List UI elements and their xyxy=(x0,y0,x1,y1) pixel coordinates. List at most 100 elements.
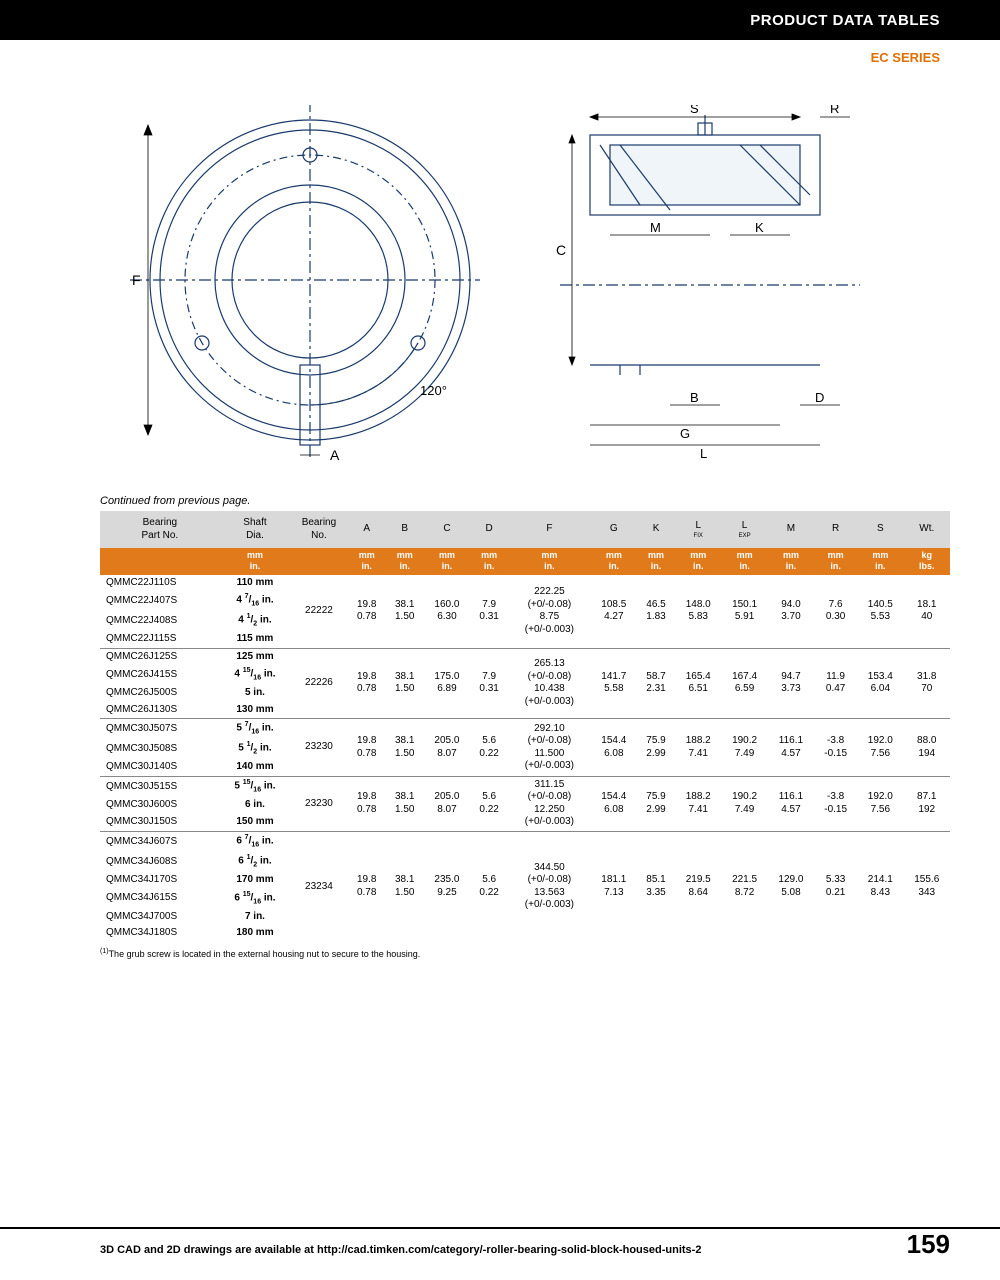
col-header: BearingPart No. xyxy=(100,511,220,548)
cell-shaft: 6 1/2 in. xyxy=(220,852,290,872)
unit-header: mmin. xyxy=(424,548,470,575)
cell-dim: 188.27.41 xyxy=(675,776,721,831)
cell-partno: QMMC26J130S xyxy=(100,702,220,719)
cell-shaft: 4 7/16 in. xyxy=(220,591,290,611)
unit-header: mmin. xyxy=(857,548,903,575)
cell-dim: 129.05.08 xyxy=(768,831,814,941)
cell-shaft: 6 15/16 in. xyxy=(220,889,290,909)
cell-dim: 38.11.50 xyxy=(386,575,424,649)
col-header: A xyxy=(348,511,386,548)
label-angle: 120° xyxy=(420,383,447,398)
col-header: R xyxy=(814,511,857,548)
unit-header xyxy=(290,548,347,575)
label-K: K xyxy=(755,220,764,235)
label-B: B xyxy=(690,390,699,405)
footnote: (1)The grub screw is located in the exte… xyxy=(0,942,1000,959)
cell-partno: QMMC34J608S xyxy=(100,852,220,872)
diagram-row: F A 120° xyxy=(0,105,1000,465)
cell-shaft: 6 7/16 in. xyxy=(220,831,290,852)
cell-dim: 75.92.99 xyxy=(637,719,675,777)
cell-shaft: 180 mm xyxy=(220,925,290,942)
cell-dim: 58.72.31 xyxy=(637,648,675,719)
cell-dim: 190.27.49 xyxy=(721,776,767,831)
col-header: C xyxy=(424,511,470,548)
cell-dim: 235.09.25 xyxy=(424,831,470,941)
cell-dim: 153.46.04 xyxy=(857,648,903,719)
cell-shaft: 5 in. xyxy=(220,685,290,702)
label-F: F xyxy=(132,272,141,288)
cell-shaft: 6 in. xyxy=(220,797,290,814)
label-S: S xyxy=(690,105,699,116)
cell-dim: 116.14.57 xyxy=(768,719,814,777)
cell-dim: 188.27.41 xyxy=(675,719,721,777)
cell-dim: 5.60.22 xyxy=(470,831,508,941)
cell-shaft: 110 mm xyxy=(220,575,290,592)
unit-header: mmin. xyxy=(637,548,675,575)
cell-dim: 140.55.53 xyxy=(857,575,903,649)
unit-header: mmin. xyxy=(508,548,590,575)
cell-dim: 292.10(+0/-0.08)11.500(+0/-0.003) xyxy=(508,719,590,777)
cell-shaft: 140 mm xyxy=(220,759,290,776)
page-number: 159 xyxy=(907,1229,950,1260)
diagram-front: F A 120° xyxy=(120,105,480,465)
table-row: QMMC26J125S125 mm2222619.80.7838.11.5017… xyxy=(100,648,950,665)
table-row: QMMC30J507S5 7/16 in.2323019.80.7838.11.… xyxy=(100,719,950,740)
label-C: C xyxy=(556,242,566,258)
cell-partno: QMMC34J607S xyxy=(100,831,220,852)
cell-dim: 85.13.35 xyxy=(637,831,675,941)
label-L: L xyxy=(700,446,707,461)
cell-partno: QMMC34J170S xyxy=(100,872,220,889)
cell-shaft: 5 7/16 in. xyxy=(220,719,290,740)
cell-dim: 311.15(+0/-0.08)12.250(+0/-0.003) xyxy=(508,776,590,831)
col-header: S xyxy=(857,511,903,548)
label-D: D xyxy=(815,390,824,405)
diagram-section: S R C M K B D G L xyxy=(540,105,880,465)
cell-dim: 19.80.78 xyxy=(348,719,386,777)
table-row: QMMC22J110S110 mm2222219.80.7838.11.5016… xyxy=(100,575,950,592)
col-header: Wt. xyxy=(904,511,951,548)
table-row: QMMC30J515S5 15/16 in.2323019.80.7838.11… xyxy=(100,776,950,797)
cell-shaft: 170 mm xyxy=(220,872,290,889)
cell-dim: 190.27.49 xyxy=(721,719,767,777)
label-A: A xyxy=(330,447,340,463)
cell-dim: 19.80.78 xyxy=(348,648,386,719)
unit-header: mmin. xyxy=(675,548,721,575)
col-header: LEXP xyxy=(721,511,767,548)
cell-dim: 38.11.50 xyxy=(386,648,424,719)
cell-shaft: 5 15/16 in. xyxy=(220,776,290,797)
col-header: K xyxy=(637,511,675,548)
cell-dim: 87.1192 xyxy=(904,776,951,831)
cell-partno: QMMC26J415S xyxy=(100,665,220,685)
cell-partno: QMMC22J408S xyxy=(100,611,220,631)
cell-dim: 75.92.99 xyxy=(637,776,675,831)
cell-dim: 19.80.78 xyxy=(348,776,386,831)
cell-shaft: 130 mm xyxy=(220,702,290,719)
table-header-row: BearingPart No.ShaftDia.BearingNo.ABCDFG… xyxy=(100,511,950,548)
cell-dim: 344.50(+0/-0.08)13.563(+0/-0.003) xyxy=(508,831,590,941)
cell-dim: 205.08.07 xyxy=(424,776,470,831)
cell-shaft: 4 1/2 in. xyxy=(220,611,290,631)
cell-dim: 181.17.13 xyxy=(591,831,637,941)
col-header: D xyxy=(470,511,508,548)
cell-dim: 214.18.43 xyxy=(857,831,903,941)
series-label: EC SERIES xyxy=(0,40,1000,65)
cell-bearing: 23230 xyxy=(290,776,347,831)
cell-dim: 7.90.31 xyxy=(470,648,508,719)
cell-dim: 165.46.51 xyxy=(675,648,721,719)
col-header: F xyxy=(508,511,590,548)
cell-dim: 192.07.56 xyxy=(857,776,903,831)
cell-dim: 154.46.08 xyxy=(591,776,637,831)
cell-dim: 7.60.30 xyxy=(814,575,857,649)
cell-dim: 222.25(+0/-0.08)8.75(+0/-0.003) xyxy=(508,575,590,649)
col-header: B xyxy=(386,511,424,548)
unit-header: mmin. xyxy=(220,548,290,575)
cell-shaft: 150 mm xyxy=(220,814,290,831)
unit-header: kglbs. xyxy=(904,548,951,575)
unit-header xyxy=(100,548,220,575)
unit-header: mmin. xyxy=(721,548,767,575)
label-M: M xyxy=(650,220,661,235)
cell-partno: QMMC30J150S xyxy=(100,814,220,831)
cell-shaft: 7 in. xyxy=(220,909,290,926)
cell-partno: QMMC34J700S xyxy=(100,909,220,926)
cell-dim: 38.11.50 xyxy=(386,831,424,941)
